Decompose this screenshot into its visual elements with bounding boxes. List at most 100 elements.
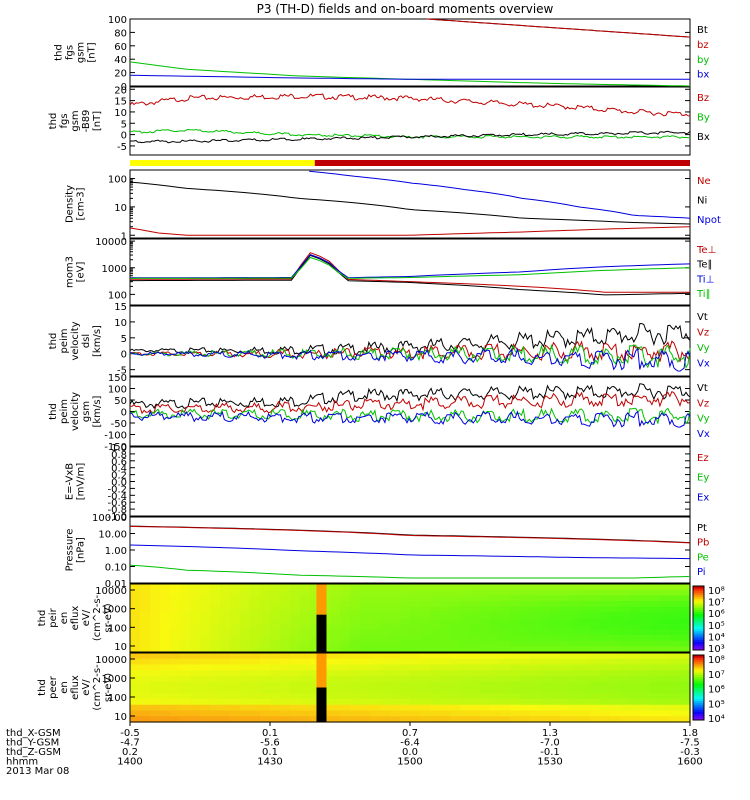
- colorbar-label: 10⁴: [708, 632, 725, 643]
- spectrogram-cell: [300, 584, 311, 591]
- spectrogram-cell: [500, 704, 511, 712]
- spectrogram-cell: [570, 676, 581, 683]
- spectrogram-cell: [340, 612, 351, 619]
- spectrogram-cell: [440, 704, 451, 712]
- series-line: [129, 181, 691, 225]
- spectrogram-cell: [190, 664, 201, 671]
- spectrogram-cell: [530, 635, 541, 642]
- spectrogram-cell: [620, 595, 631, 602]
- colorbar-step: [693, 607, 704, 610]
- spectrogram-cell: [650, 658, 661, 666]
- spectrogram-cell: [330, 623, 341, 630]
- spectrogram-cell: [150, 640, 161, 647]
- spectrogram-cell: [560, 606, 571, 613]
- series-line: [130, 340, 691, 363]
- spectrogram-cell: [460, 589, 471, 596]
- spectrogram-cell: [390, 606, 401, 613]
- spectrogram-cell: [200, 693, 211, 700]
- spectrogram-cell: [650, 635, 661, 642]
- ytick-label: -0.4: [107, 491, 127, 502]
- spectrogram-cell: [170, 658, 181, 666]
- spectrogram-cell: [590, 687, 601, 694]
- spectrogram-cell: [680, 629, 691, 636]
- spectrogram-cell: [150, 629, 161, 636]
- spectrogram-cell: [190, 653, 201, 660]
- spectrogram-cell: [260, 681, 271, 689]
- spectrogram-cell: [600, 653, 611, 660]
- spectrogram-cell: [380, 618, 391, 625]
- spectrogram-cell: [170, 681, 181, 689]
- spectrogram-cell: [660, 653, 671, 660]
- spectrogram-cell: [670, 640, 681, 647]
- spectrogram-cell: [400, 640, 411, 647]
- spectrogram-cell: [590, 584, 601, 591]
- spectrogram-cell: [430, 606, 441, 613]
- spectrogram-cell: [510, 635, 521, 642]
- spectrogram-cell: [300, 687, 311, 694]
- spectrogram-cell: [600, 612, 611, 619]
- spectrogram-cell: [410, 589, 421, 596]
- spectrogram-cell: [390, 612, 401, 619]
- spectrogram-cell: [270, 635, 281, 642]
- spectrogram-cell: [630, 670, 641, 677]
- spectrogram-cell: [610, 704, 621, 712]
- colorbar-step: [693, 592, 704, 596]
- spectrogram-cell: [220, 699, 231, 706]
- spectrogram-cell: [550, 589, 561, 596]
- spectrogram-cell: [360, 699, 371, 706]
- spectrogram-cell: [300, 658, 311, 666]
- spectrogram-cell: [180, 676, 191, 683]
- spectrogram-cell: [420, 699, 431, 706]
- spectrogram-cell: [650, 716, 661, 723]
- spectrogram-cell: [340, 681, 351, 689]
- spectrogram-cell: [680, 584, 691, 591]
- spectrogram-cell: [210, 612, 221, 619]
- spectrogram-cell: [330, 687, 341, 694]
- spectrogram-cell: [450, 687, 461, 694]
- ytick-label: 0: [121, 408, 127, 419]
- colorbar-step: [693, 643, 704, 647]
- spectrogram-cell: [180, 635, 191, 642]
- spectrogram-cell: [160, 681, 171, 689]
- spectrogram-cell: [600, 618, 611, 625]
- spectrogram-cell: [410, 601, 421, 608]
- footer-value: 0.0: [402, 747, 418, 758]
- spectrogram-cell: [200, 653, 211, 660]
- colorbar-step: [693, 594, 704, 598]
- spectrogram-cell: [660, 710, 671, 717]
- series-line: [129, 74, 690, 80]
- colorbar-step: [693, 663, 704, 667]
- spectrogram-cell: [390, 704, 401, 712]
- spectrogram-cell: [250, 601, 261, 608]
- spectrogram-cell: [420, 664, 431, 671]
- spectrogram-cell: [190, 612, 201, 619]
- spectrogram-cell: [570, 704, 581, 712]
- spectrogram-cell: [250, 606, 261, 613]
- colorbar-step: [693, 665, 704, 669]
- spectrogram-cell: [300, 670, 311, 677]
- spectrogram-cell: [590, 710, 601, 717]
- spectrogram-cell: [490, 658, 501, 666]
- spectrogram-cell: [130, 710, 141, 717]
- spectrogram-cell: [650, 693, 661, 700]
- ylabel-line: fgs: [59, 113, 70, 128]
- spectrogram-cell: [610, 710, 621, 717]
- spectrogram-cell: [380, 664, 391, 671]
- spectrogram-cell: [150, 635, 161, 642]
- spectrogram-cell: [420, 658, 431, 666]
- spectrogram-cell: [130, 629, 141, 636]
- spectrogram-cell: [580, 635, 591, 642]
- spectrogram-cell: [460, 658, 471, 666]
- ylabel-line: E=-VxB: [65, 463, 76, 500]
- spectrogram-cell: [670, 658, 681, 666]
- spectrogram-cell: [610, 635, 621, 642]
- spectrogram-cell: [250, 658, 261, 666]
- spectrogram-cell: [520, 612, 531, 619]
- spectrogram-cell: [240, 618, 251, 625]
- spectrogram-cell: [680, 681, 691, 689]
- spectrogram-cell: [490, 670, 501, 677]
- spectrogram-cell: [630, 646, 641, 653]
- spectrogram-cell: [220, 629, 231, 636]
- spectrogram-cell: [350, 640, 361, 647]
- ylabel-line: eV/: [81, 679, 92, 696]
